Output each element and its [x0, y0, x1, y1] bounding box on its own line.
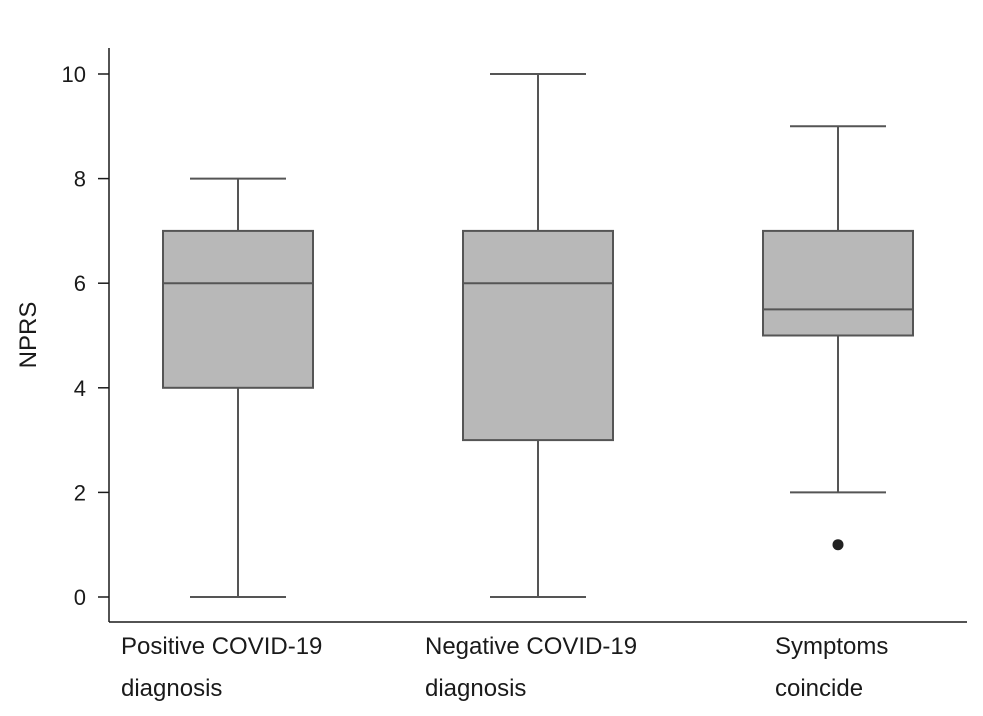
y-tick-label: 8	[74, 167, 86, 192]
y-tick-label: 0	[74, 585, 86, 610]
iqr-box	[462, 229, 614, 442]
iqr-box	[762, 229, 914, 337]
iqr-box	[162, 229, 314, 389]
y-tick-label: 10	[62, 62, 86, 87]
y-ticks: 0 2 4 6 8 10	[62, 62, 109, 610]
x-category-label-line2: coincide	[775, 675, 864, 702]
box-group-3	[762, 125, 914, 551]
x-category-label: Positive COVID-19 diagnosis	[121, 626, 322, 710]
axes	[108, 48, 967, 623]
x-category-label-line1: Symptoms	[775, 633, 889, 660]
x-category-label-line1: Positive COVID-19	[121, 633, 323, 660]
x-category-label: Negative COVID-19 diagnosis	[425, 626, 637, 710]
x-category-label-line2: diagnosis	[425, 675, 527, 702]
box-group-1	[162, 177, 314, 598]
x-category-label-line2: diagnosis	[121, 675, 223, 702]
x-category-label-line1: Negative COVID-19	[425, 633, 638, 660]
y-tick-label: 4	[74, 376, 86, 401]
x-category-label: Symptoms coincide	[775, 626, 888, 710]
y-tick-label: 6	[74, 271, 86, 296]
y-axis-title: NPRS	[15, 302, 42, 369]
outlier-point	[832, 539, 844, 551]
boxes	[162, 73, 914, 598]
box-group-2	[462, 73, 614, 598]
y-tick-label: 2	[74, 480, 86, 505]
